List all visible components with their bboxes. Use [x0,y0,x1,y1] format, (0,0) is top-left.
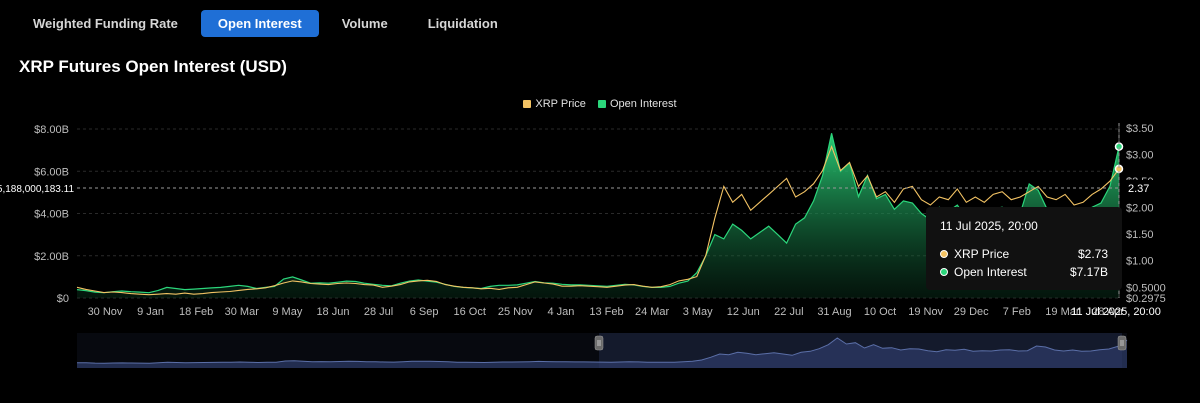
tooltip-value-price: $2.73 [1077,247,1108,261]
x-tick-label: 22 Jul [774,306,803,318]
y-right-tick-label: $2.00 [1126,203,1154,215]
x-tick-label: 3 May [683,306,713,318]
x-tick-label: 19 Nov [908,306,943,318]
legend-swatch-open-interest [597,100,606,108]
y-axis-right: $0.2975$0.5000$1.00$1.50$2.00$2.50$3.00$… [1118,123,1166,305]
legend-label-price: XRP Price [535,98,586,110]
x-tick-label: 24 Mar [635,306,670,318]
tooltip-label-price: XRP Price [954,247,1010,261]
y-right-tick-label: $3.50 [1126,123,1154,135]
x-tick-label: 7 Feb [1003,306,1031,318]
crosshair-right-label: 2.37 [1128,183,1149,195]
chart-title: XRP Futures Open Interest (USD) [19,57,287,76]
chart-tabs: Weighted Funding Rate Open Interest Volu… [16,10,515,37]
x-tick-label: 19 Mar [1045,306,1080,318]
x-tick-label: 9 Jan [137,306,164,318]
crosshair-right-label-bg [1120,180,1160,196]
y-right-tick-label: $1.00 [1126,256,1154,268]
y-left-tick-label: $0 [57,293,69,305]
tooltip-value-open-interest: $7.17B [1069,265,1108,279]
x-tick-label: 28 Jul [364,306,393,318]
legend-item-price[interactable]: XRP Price [523,98,586,110]
xrp-price-line [76,145,1120,296]
tooltip-date: 11 Jul 2025, 20:00 [940,219,1038,233]
tab-open-interest[interactable]: Open Interest [200,10,319,37]
x-tick-label: 31 Aug [817,306,851,318]
x-tick-label: 28 Apr [1092,306,1124,318]
tab-volume[interactable]: Volume [341,16,388,31]
chart-legend: XRP Price Open Interest [0,98,1200,110]
y-left-tick-label: $4.00B [34,209,69,221]
legend-item-open-interest[interactable]: Open Interest [597,98,677,110]
legend-swatch-price [523,100,532,108]
x-tick-label: 13 Feb [589,306,623,318]
x-tick-label: 10 Oct [864,306,896,318]
navigator-area [77,338,1127,368]
y-left-tick-label: $2.00B [34,251,69,263]
y-left-tick-label: $6.00B [34,166,69,178]
open-interest-area [77,133,1119,298]
x-tick-label: 12 Jun [727,306,760,318]
y-axis-left: $0 $2.00B $4.00B $6.00B $8.00B [34,124,69,305]
tooltip-label-open-interest: Open Interest [954,265,1027,279]
tab-liquidation[interactable]: Liquidation [427,16,498,31]
x-axis: 30 Nov 9 Jan 18 Feb 30 Mar 9 May 18 Jun 28 Jul… [88,306,1161,318]
x-tick-label: 29 Dec [954,306,989,318]
tab-weighted-funding-rate[interactable]: Weighted Funding Rate [33,16,178,31]
x-tick-label: 30 Nov [88,306,123,318]
crosshair-left-label-bg [0,180,76,196]
x-tick-label: 4 Jan [547,306,574,318]
chart-tooltip: 11 Jul 2025, 20:00 XRP Price $2.73 Open … [926,207,1122,290]
tooltip-dot-price [940,250,948,258]
x-tick-label: 16 Oct [454,306,486,318]
x-tick-label: 6 Sep [410,306,439,318]
y-right-tick-label: $3.00 [1126,150,1154,162]
x-tick-label: 9 May [272,306,302,318]
tooltip-dot-open-interest [940,268,948,276]
range-navigator[interactable] [76,333,1128,368]
navigator-handle-right[interactable] [1117,335,1127,351]
tooltip-row-open-interest: Open Interest $7.17B [940,263,1108,281]
x-tick-label: 18 Feb [179,306,213,318]
navigator-handle-left[interactable] [594,335,604,351]
x-tick-label: 11 Jul 2025, 20:00 [1071,306,1161,318]
y-right-tick-label: $0.5000 [1126,282,1166,294]
y-right-tick-label: $1.50 [1126,229,1154,241]
x-tick-label: 18 Jun [316,306,349,318]
x-tick-label: 25 Nov [498,306,533,318]
legend-label-open-interest: Open Interest [609,98,677,110]
x-tick-label: 30 Mar [225,306,260,318]
crosshair: 5,188,000,183.11 2.37 [0,123,1160,298]
y-left-tick-label: $8.00B [34,124,69,136]
y-right-tick-label: $0.2975 [1126,293,1166,305]
navigator-line [76,337,1128,364]
crosshair-left-label: 5,188,000,183.11 [0,184,74,195]
tooltip-row-price: XRP Price $2.73 [940,245,1108,263]
